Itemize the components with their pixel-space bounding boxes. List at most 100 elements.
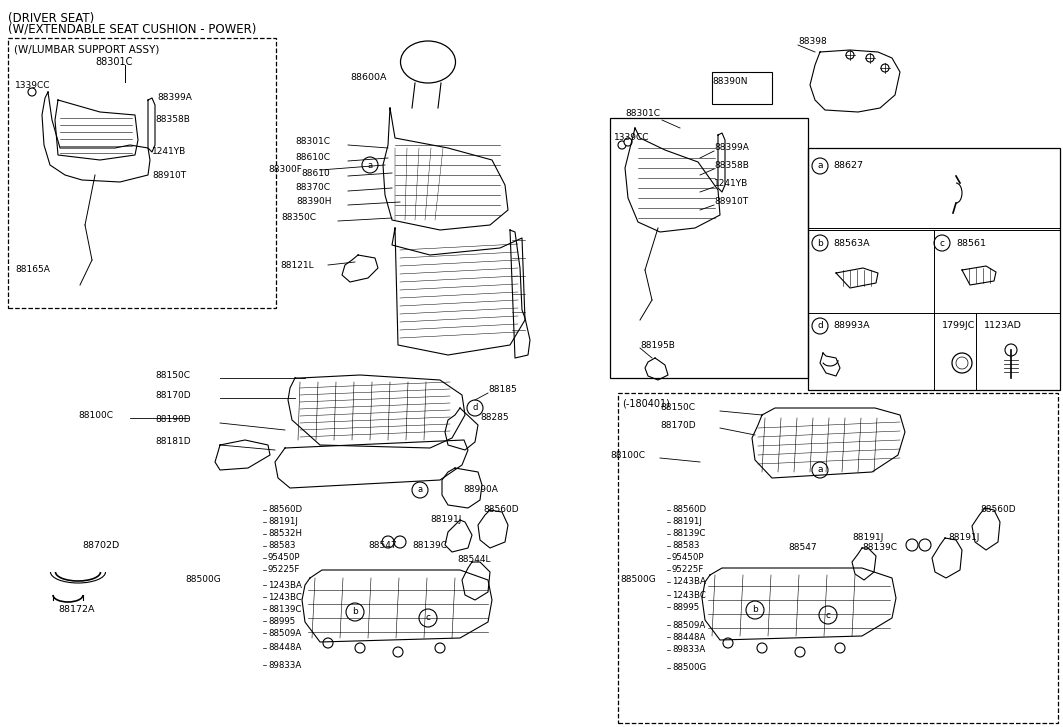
Bar	[808, 148, 1060, 390]
Circle shape	[819, 606, 837, 624]
Text: 1241YB: 1241YB	[152, 148, 186, 156]
Circle shape	[394, 536, 406, 548]
Text: 88195B: 88195B	[640, 340, 675, 350]
Circle shape	[624, 138, 632, 146]
Text: 1243BC: 1243BC	[672, 590, 706, 600]
Text: 88399A: 88399A	[714, 143, 748, 153]
Text: 88560D: 88560D	[672, 505, 706, 515]
Text: 1243BC: 1243BC	[268, 593, 302, 601]
Text: 88181D: 88181D	[155, 438, 190, 446]
Text: 88150C: 88150C	[660, 403, 695, 412]
Text: 88370C: 88370C	[296, 183, 330, 193]
Text: d: d	[817, 321, 823, 331]
Text: 88100C: 88100C	[610, 451, 645, 459]
Text: 1243BA: 1243BA	[268, 580, 302, 590]
Text: 88390N: 88390N	[712, 78, 747, 87]
Circle shape	[467, 400, 483, 416]
Text: a: a	[817, 161, 823, 171]
Text: 88170D: 88170D	[155, 390, 190, 400]
Circle shape	[846, 51, 854, 59]
Text: 88191J: 88191J	[268, 518, 298, 526]
Text: 88185: 88185	[488, 385, 517, 395]
Text: 88350C: 88350C	[281, 214, 316, 222]
Text: 88191J: 88191J	[948, 534, 979, 542]
Bar	[610, 118, 808, 378]
Circle shape	[919, 539, 931, 551]
Text: 88500G: 88500G	[672, 664, 706, 672]
Text: 89833A: 89833A	[672, 646, 705, 654]
Text: 88583: 88583	[268, 542, 296, 550]
Text: 1243BA: 1243BA	[672, 577, 706, 587]
Text: 88300F: 88300F	[268, 166, 302, 174]
Text: 88544L: 88544L	[457, 555, 490, 564]
Text: 88563A: 88563A	[833, 238, 870, 247]
Text: 88358B: 88358B	[155, 116, 190, 124]
Text: 88990A: 88990A	[463, 486, 497, 494]
Text: b: b	[352, 608, 358, 616]
Circle shape	[836, 643, 845, 653]
Circle shape	[866, 54, 874, 62]
Bar	[618, 393, 1058, 723]
Circle shape	[393, 647, 403, 657]
Text: 88600A: 88600A	[350, 73, 387, 82]
Text: 88995: 88995	[268, 616, 296, 625]
Text: 88190D: 88190D	[155, 416, 190, 425]
Text: a: a	[418, 486, 423, 494]
Text: 95450P: 95450P	[268, 553, 301, 563]
Text: 88285: 88285	[480, 414, 508, 422]
Text: 95225F: 95225F	[268, 566, 301, 574]
Text: d: d	[472, 403, 477, 412]
Text: 88121L: 88121L	[280, 260, 314, 270]
Text: 88165A: 88165A	[15, 265, 50, 275]
Circle shape	[412, 482, 428, 498]
Text: 88993A: 88993A	[833, 321, 870, 331]
Text: 88191J: 88191J	[431, 515, 461, 524]
Text: 88532H: 88532H	[268, 529, 302, 539]
Circle shape	[28, 88, 36, 96]
Text: 88500G: 88500G	[620, 576, 656, 585]
Text: c: c	[425, 614, 431, 622]
Text: 88139C: 88139C	[412, 540, 448, 550]
Circle shape	[812, 235, 828, 251]
Circle shape	[812, 318, 828, 334]
Circle shape	[435, 643, 445, 653]
Text: (DRIVER SEAT): (DRIVER SEAT)	[9, 12, 95, 25]
Text: 88172A: 88172A	[58, 606, 95, 614]
Circle shape	[795, 647, 805, 657]
Text: 88547: 88547	[788, 544, 816, 553]
Text: 88150C: 88150C	[155, 371, 190, 379]
Circle shape	[812, 158, 828, 174]
Text: 88448A: 88448A	[268, 643, 302, 653]
Circle shape	[746, 601, 764, 619]
Text: 88547: 88547	[368, 540, 396, 550]
Text: 88702D: 88702D	[82, 540, 119, 550]
Text: 88560D: 88560D	[980, 505, 1015, 515]
Circle shape	[362, 157, 378, 173]
Text: 88627: 88627	[833, 161, 863, 171]
Circle shape	[618, 141, 626, 149]
Text: 88170D: 88170D	[660, 420, 695, 430]
Text: 95225F: 95225F	[672, 566, 705, 574]
Bar	[9, 38, 276, 308]
Text: 88139C: 88139C	[862, 544, 897, 553]
Text: b: b	[753, 606, 758, 614]
Circle shape	[345, 603, 364, 621]
Text: a: a	[817, 465, 823, 475]
Text: 88500G: 88500G	[185, 576, 221, 585]
Text: 88910T: 88910T	[714, 198, 748, 206]
Circle shape	[757, 643, 767, 653]
Circle shape	[881, 64, 889, 72]
Circle shape	[1005, 344, 1017, 356]
Text: c: c	[940, 238, 945, 247]
Text: 88390H: 88390H	[296, 198, 332, 206]
Text: 1799JC: 1799JC	[942, 321, 976, 331]
Circle shape	[934, 235, 950, 251]
Bar	[712, 72, 772, 104]
Text: 88448A: 88448A	[672, 632, 706, 641]
Text: (W/LUMBAR SUPPORT ASSY): (W/LUMBAR SUPPORT ASSY)	[14, 44, 159, 54]
Text: 88910T: 88910T	[152, 171, 186, 180]
Circle shape	[355, 643, 365, 653]
Text: 1241YB: 1241YB	[714, 180, 748, 188]
Text: 88191J: 88191J	[672, 518, 702, 526]
Text: a: a	[368, 161, 372, 169]
